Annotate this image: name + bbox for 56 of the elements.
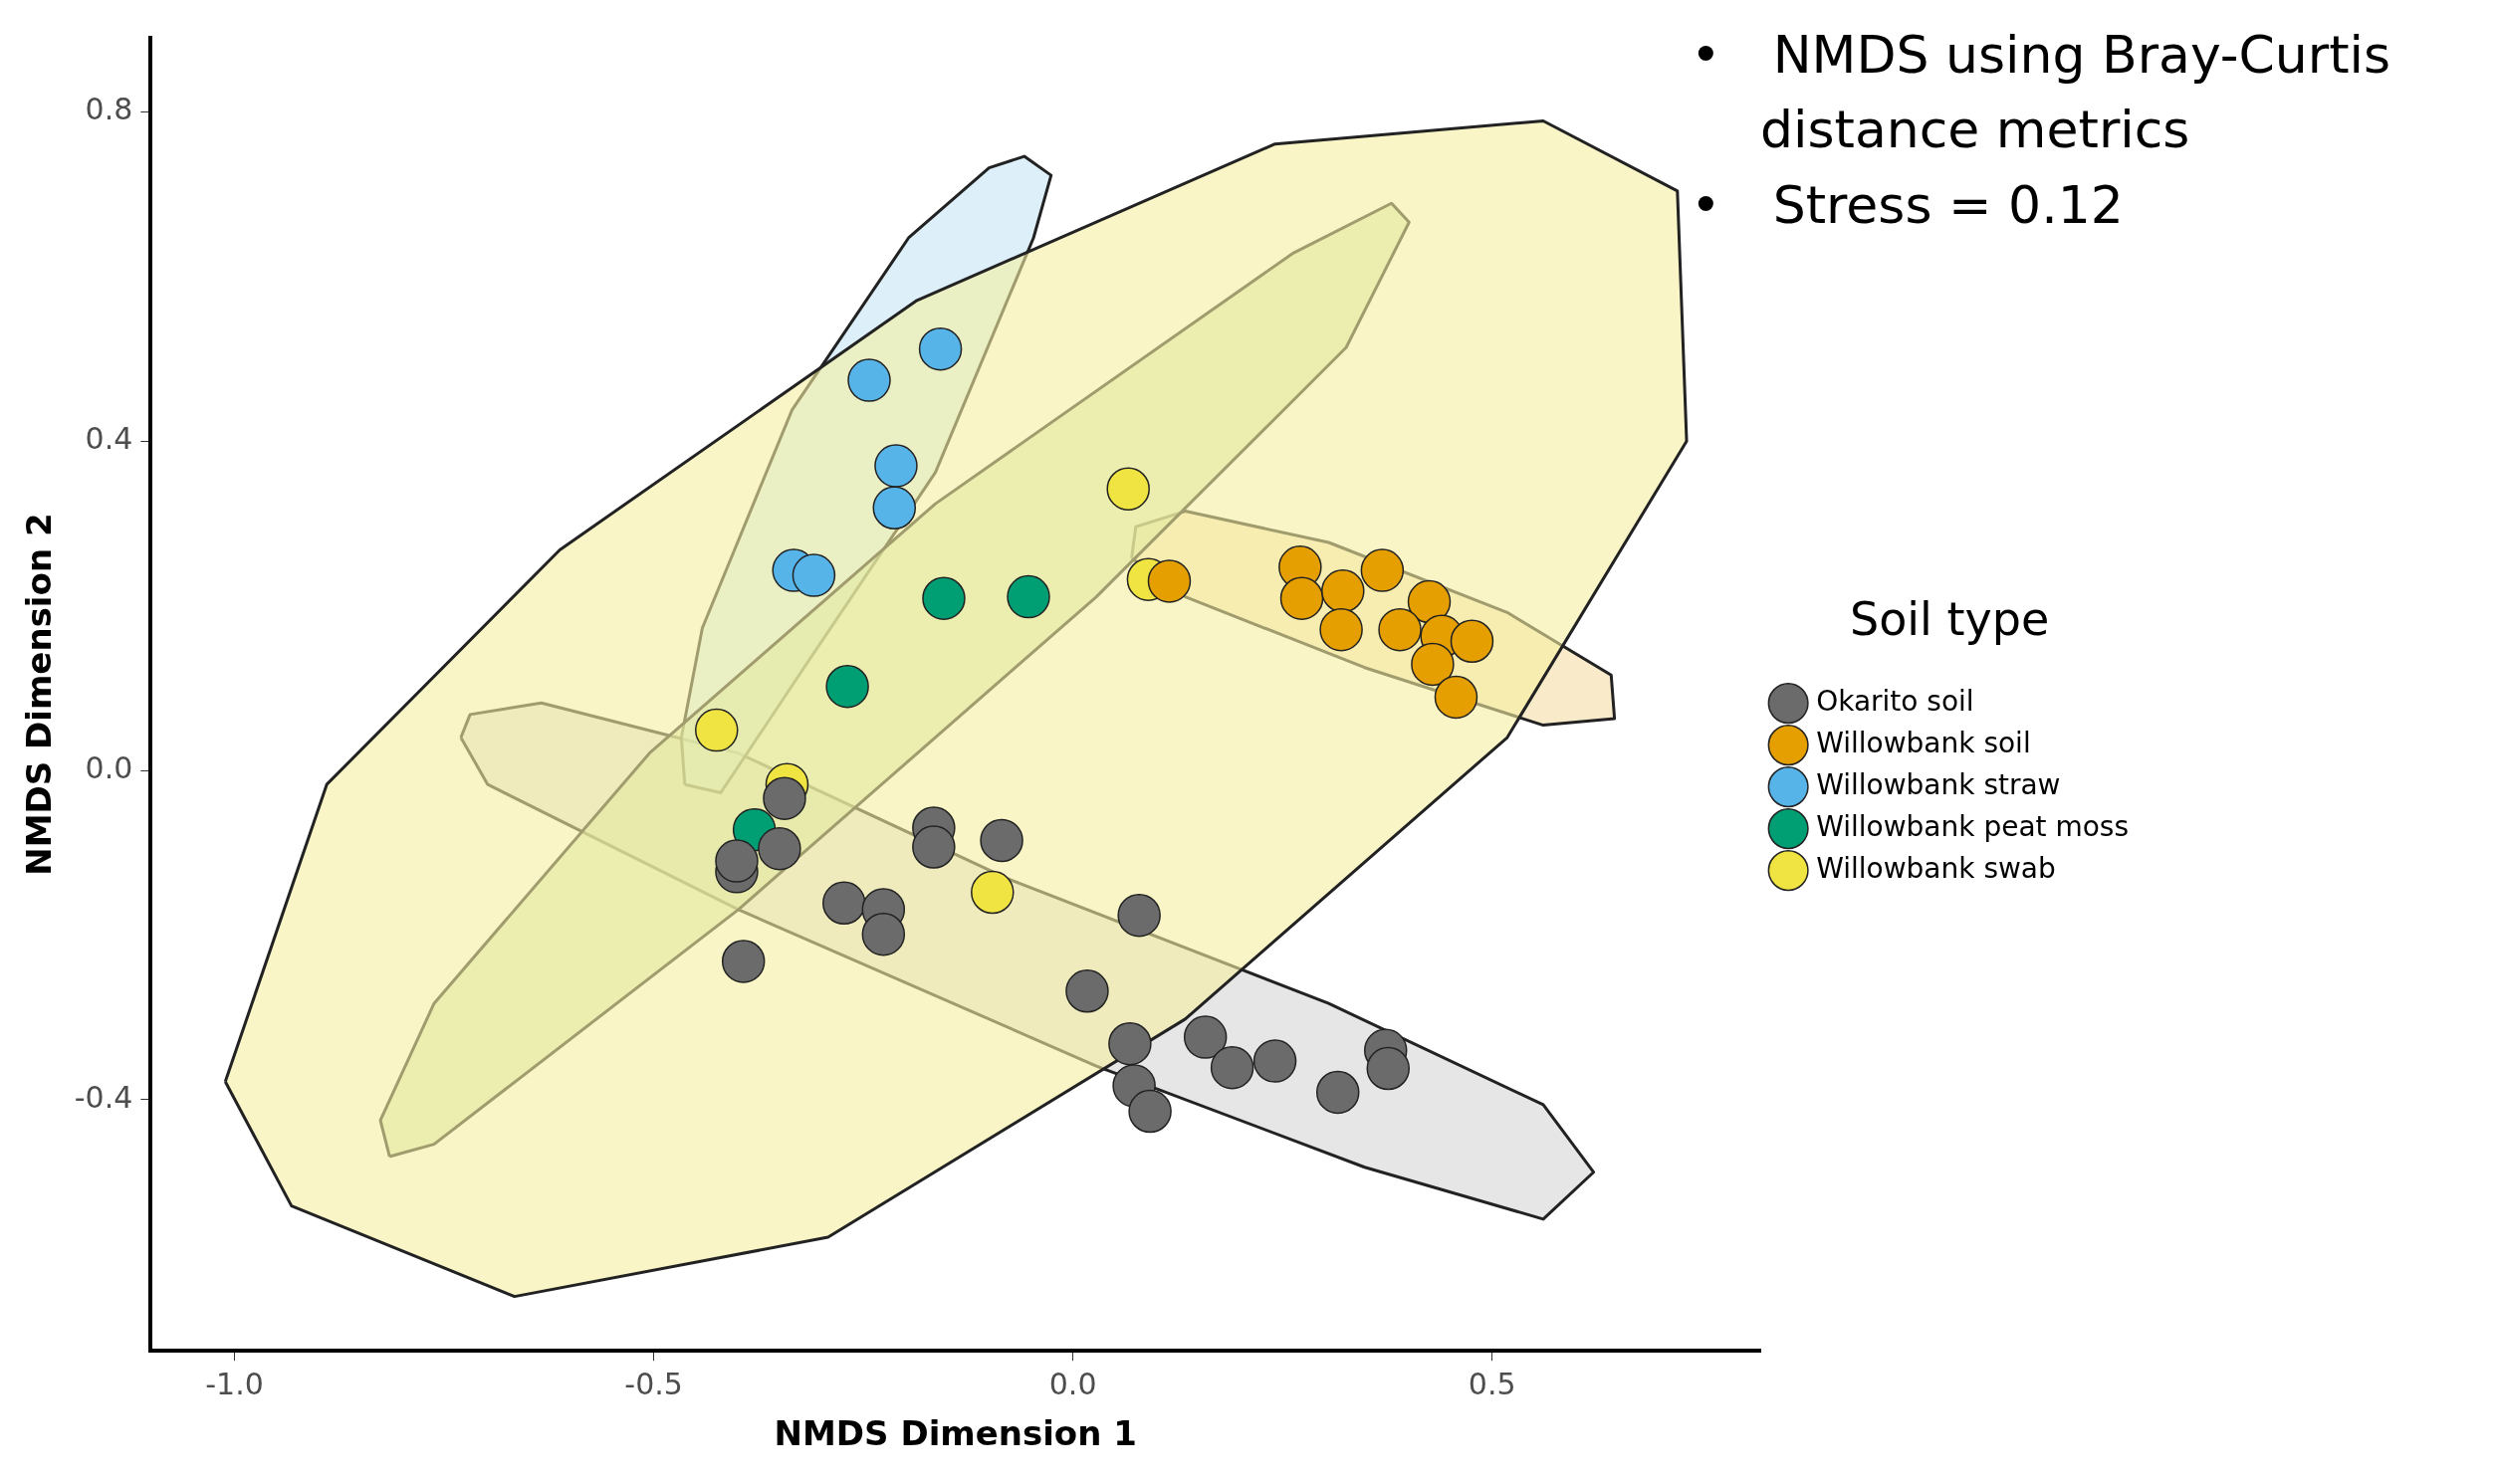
y-tick-label: 0.4 — [85, 421, 133, 457]
point — [1106, 467, 1150, 511]
point — [1210, 1045, 1254, 1090]
x-tick-label: -0.5 — [624, 1367, 683, 1401]
point — [1128, 1089, 1172, 1134]
point — [792, 553, 836, 597]
point — [1108, 1021, 1152, 1066]
point — [1450, 619, 1494, 663]
point — [1252, 1039, 1297, 1083]
point — [695, 708, 739, 752]
point — [1378, 607, 1422, 652]
point — [763, 776, 806, 820]
legend-label: Willowbank soil — [1816, 726, 2031, 759]
point — [847, 358, 891, 402]
point — [1366, 1046, 1411, 1091]
annotation: • NMDS using Bray-Curtis distance metrics — [1691, 24, 2392, 162]
point — [1279, 576, 1324, 620]
point — [922, 576, 966, 620]
point — [1321, 569, 1365, 613]
point — [980, 818, 1023, 863]
point — [912, 825, 956, 869]
point — [721, 940, 766, 983]
y-axis-title: NMDS Dimension 2 — [19, 513, 60, 876]
point — [861, 912, 906, 956]
point — [918, 326, 963, 371]
x-tick-label: 0.5 — [1468, 1367, 1516, 1401]
annotation: • Stress = 0.12 — [1691, 173, 2125, 237]
x-tick-label: -1.0 — [205, 1367, 264, 1401]
point — [1315, 1070, 1360, 1115]
legend-label: Okarito soil — [1816, 684, 1974, 718]
point — [874, 444, 918, 488]
point — [1147, 559, 1192, 603]
point — [1319, 607, 1363, 652]
point — [1360, 548, 1405, 592]
point — [1434, 675, 1478, 720]
point — [1007, 574, 1050, 619]
legend-label: Willowbank swab — [1816, 851, 2056, 885]
point — [1407, 579, 1452, 624]
point — [971, 870, 1015, 915]
y-tick-label: -0.4 — [74, 1079, 133, 1115]
y-tick-label: 0.0 — [85, 749, 133, 785]
x-axis-title: NMDS Dimension 1 — [774, 1413, 1137, 1454]
point — [758, 826, 801, 871]
x-tick-label: 0.0 — [1048, 1367, 1097, 1401]
point — [1117, 893, 1161, 938]
point — [1183, 1015, 1228, 1059]
legend-label: Willowbank peat moss — [1816, 809, 2130, 843]
point — [715, 839, 759, 883]
point — [821, 881, 866, 926]
y-tick-label: 0.8 — [85, 92, 133, 127]
legend-label: Willowbank straw — [1816, 767, 2061, 801]
point — [825, 664, 869, 709]
legend-title: Soil type — [1849, 592, 2050, 647]
point — [872, 486, 917, 530]
point — [1065, 969, 1109, 1013]
point — [1411, 642, 1455, 687]
